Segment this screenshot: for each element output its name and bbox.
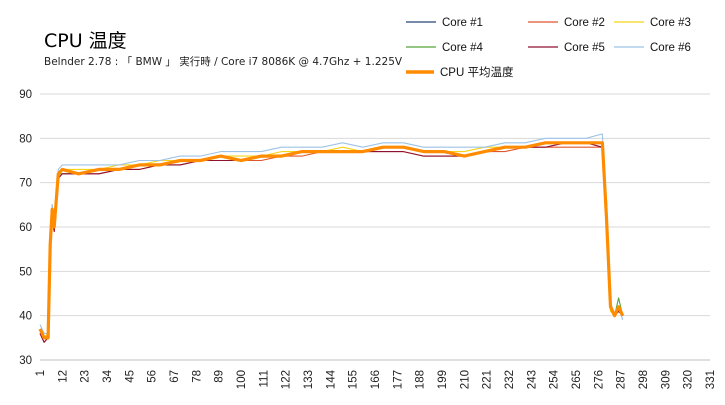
x-tick-label: 265 xyxy=(571,370,583,389)
y-tick-label: 70 xyxy=(19,178,32,190)
x-tick-label: 309 xyxy=(660,370,672,389)
x-tick-label: 188 xyxy=(415,370,427,389)
legend-label: Core #3 xyxy=(650,17,691,29)
x-tick-label: 254 xyxy=(549,369,561,389)
x-tick-label: 166 xyxy=(370,370,382,389)
x-tick-label: 287 xyxy=(616,370,628,389)
y-tick-label: 80 xyxy=(19,133,32,145)
x-tick-label: 177 xyxy=(392,370,404,389)
series-line xyxy=(39,142,624,339)
x-tick-label: 210 xyxy=(459,370,471,389)
legend-label: Core #5 xyxy=(564,42,605,54)
x-tick-label: 100 xyxy=(236,370,248,389)
x-tick-label: 199 xyxy=(437,370,449,389)
series-line xyxy=(38,141,625,340)
x-tick-label: 1 xyxy=(35,370,47,376)
x-tick-label: 155 xyxy=(348,370,360,389)
x-tick-label: 23 xyxy=(80,370,92,383)
x-tick-label: 298 xyxy=(638,370,650,389)
x-tick-label: 45 xyxy=(124,370,136,383)
legend-label: Core #1 xyxy=(442,17,483,29)
x-tick-label: 78 xyxy=(191,370,203,383)
y-tick-label: 50 xyxy=(19,266,32,278)
y-tick-label: 40 xyxy=(19,311,32,323)
x-tick-label: 320 xyxy=(683,370,695,389)
y-tick-label: 30 xyxy=(19,355,32,367)
chart-subtitle: Belnder 2.78 : 「 BMW 」 実行時 / Core i7 808… xyxy=(44,56,403,68)
series-line xyxy=(39,142,624,339)
x-tick-label: 111 xyxy=(258,370,270,387)
chart-title: CPU 温度 xyxy=(44,30,127,52)
x-tick-label: 133 xyxy=(303,370,315,389)
x-tick-label: 221 xyxy=(482,370,494,389)
x-tick-label: 122 xyxy=(281,370,293,389)
x-tick-label: 12 xyxy=(57,370,69,383)
series-line xyxy=(39,142,624,343)
x-tick-label: 243 xyxy=(526,370,538,389)
y-tick-label: 60 xyxy=(19,222,32,234)
legend-label: Core #4 xyxy=(442,42,484,54)
x-tick-label: 34 xyxy=(102,369,114,382)
series-line xyxy=(39,142,624,339)
x-tick-label: 232 xyxy=(504,370,516,389)
y-tick-label: 90 xyxy=(19,89,32,101)
x-tick-label: 89 xyxy=(214,370,226,383)
legend-label: CPU 平均温度 xyxy=(440,65,514,79)
x-tick-label: 276 xyxy=(593,370,605,389)
x-tick-label: 67 xyxy=(169,370,181,383)
series-line xyxy=(39,133,624,334)
x-tick-label: 331 xyxy=(705,370,717,389)
x-tick-label: 144 xyxy=(325,369,337,389)
legend-label: Core #2 xyxy=(564,17,605,29)
series-line xyxy=(39,146,624,343)
x-tick-label: 56 xyxy=(147,370,159,383)
legend-label: Core #6 xyxy=(650,42,691,54)
